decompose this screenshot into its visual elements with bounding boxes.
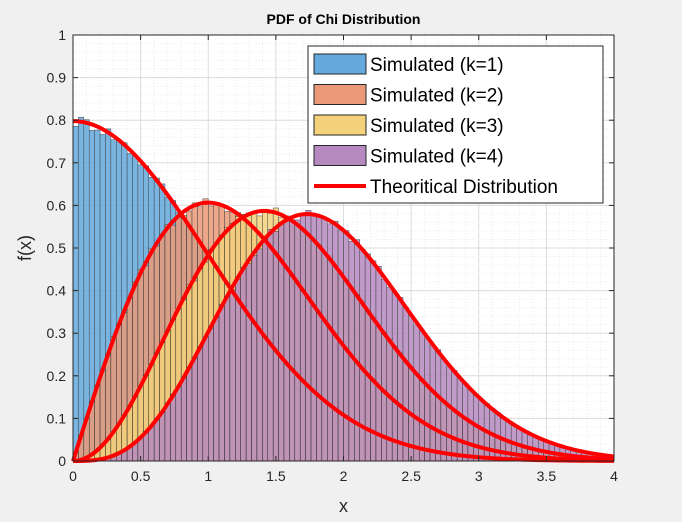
legend-label: Simulated (k=2): [370, 86, 504, 107]
histogram-bar: [219, 305, 224, 461]
histogram-bar: [381, 279, 386, 461]
histogram-bar: [430, 345, 435, 461]
histogram-bar: [306, 210, 311, 461]
histogram-bar: [289, 220, 294, 461]
y-tick-label: 0.9: [47, 70, 67, 86]
x-tick-label: 2: [340, 468, 348, 484]
histogram-bar: [235, 279, 240, 461]
y-tick-label: 0.6: [47, 197, 67, 213]
histogram-bar: [176, 387, 181, 461]
histogram-bar: [408, 315, 413, 461]
histogram-bar: [284, 216, 289, 461]
legend-swatch: [314, 54, 366, 74]
histogram-bar: [224, 296, 229, 461]
x-tick-label: 1: [204, 468, 212, 484]
legend: Simulated (k=1) Simulated (k=2) Simulated …: [308, 46, 603, 203]
histogram-bar: [262, 236, 267, 461]
histogram-bar: [311, 215, 316, 461]
y-tick-label: 0: [58, 453, 66, 469]
histogram-bar: [452, 370, 457, 461]
histogram-bar: [192, 358, 197, 461]
histogram-bar: [300, 213, 305, 461]
y-tick-label: 0.8: [47, 112, 67, 128]
legend-swatch: [314, 146, 366, 166]
y-axis-label: f(x): [15, 235, 35, 261]
histogram-bar: [441, 359, 446, 461]
histogram-bar: [187, 367, 192, 461]
histogram-bar: [435, 350, 440, 461]
histogram-bar: [197, 347, 202, 461]
histogram-bar: [398, 297, 403, 461]
legend-label: Simulated (k=3): [370, 116, 504, 137]
y-tick-label: 0.4: [47, 283, 67, 299]
histogram-bar: [203, 338, 208, 461]
x-tick-label: 3.5: [537, 468, 557, 484]
histogram-bar: [181, 378, 186, 461]
histogram-bar: [73, 126, 78, 461]
x-tick-label: 4: [610, 468, 618, 484]
histogram-bar: [463, 383, 468, 461]
y-tick-label: 0.3: [47, 325, 67, 341]
histogram-bar: [230, 290, 235, 461]
histogram-bar: [403, 307, 408, 461]
y-tick-label: 0.5: [47, 240, 67, 256]
histogram-bar: [252, 255, 257, 461]
histogram-bar: [333, 221, 338, 461]
legend-label: Simulated (k=1): [370, 55, 504, 76]
x-tick-label: 2.5: [401, 468, 421, 484]
y-tick-label: 0.2: [47, 368, 67, 384]
histogram-bar: [354, 240, 359, 461]
x-tick-label: 3: [475, 468, 483, 484]
legend-swatch: [314, 85, 366, 105]
histogram-bar: [257, 249, 262, 461]
y-tick-label: 0.7: [47, 155, 67, 171]
histogram-bar: [387, 287, 392, 461]
histogram-bar: [78, 117, 83, 461]
histogram-bar: [149, 426, 154, 461]
y-tick-label: 0.1: [47, 410, 67, 426]
histogram-bar: [170, 394, 175, 461]
histogram-bar: [214, 317, 219, 461]
legend-swatch: [314, 115, 366, 135]
histogram-bar: [154, 420, 159, 461]
x-axis-label: x: [339, 496, 348, 516]
histogram-bar: [446, 367, 451, 461]
histogram-bar: [160, 413, 165, 461]
histogram-bar: [295, 220, 300, 461]
histogram-bar: [419, 331, 424, 461]
histogram-bar: [414, 325, 419, 461]
histogram-bar: [208, 328, 213, 461]
chart-title: PDF of Chi Distribution: [267, 11, 421, 27]
legend-label: Theoritical Distribution: [370, 177, 558, 198]
histogram-bar: [316, 216, 321, 461]
x-tick-label: 0.5: [131, 468, 151, 484]
histogram-bar: [241, 267, 246, 461]
x-tick-label: 0: [69, 468, 77, 484]
histogram-bar: [246, 264, 251, 461]
histogram-bar: [165, 403, 170, 461]
histogram-bar: [457, 379, 462, 461]
x-tick-label: 1.5: [266, 468, 286, 484]
y-tick-label: 1: [58, 27, 66, 43]
histogram-bar: [392, 292, 397, 461]
legend-label: Simulated (k=4): [370, 147, 504, 168]
histogram-bar: [425, 339, 430, 461]
